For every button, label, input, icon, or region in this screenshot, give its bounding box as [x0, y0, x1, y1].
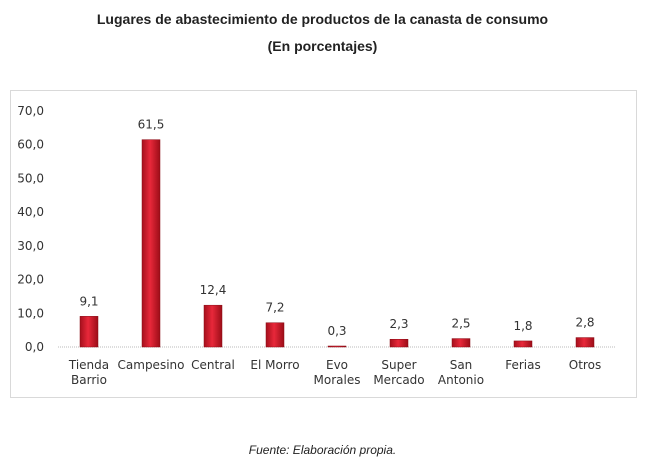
- y-tick-label: 40,0: [17, 205, 44, 219]
- chart-subtitle: (En porcentajes): [267, 38, 378, 54]
- data-label: 2,5: [451, 317, 470, 331]
- data-label: 61,5: [138, 118, 165, 132]
- bar: [265, 322, 285, 348]
- x-tick-label: San: [450, 358, 473, 372]
- x-tick-label: El Morro: [250, 358, 299, 372]
- x-tick-label: Tienda: [68, 358, 109, 372]
- x-tick-label: Central: [191, 358, 235, 372]
- data-label: 12,4: [200, 283, 227, 297]
- y-tick-label: 70,0: [17, 104, 44, 118]
- bar: [575, 337, 595, 348]
- x-tick-label: Morales: [314, 373, 361, 387]
- x-tick-label: Campesino: [118, 358, 185, 372]
- x-tick-label: Evo: [326, 358, 348, 372]
- y-tick-label: 60,0: [17, 138, 44, 152]
- bar: [389, 338, 409, 348]
- x-tick-label: Mercado: [373, 373, 424, 387]
- y-tick-label: 20,0: [17, 273, 44, 287]
- y-tick-label: 50,0: [17, 171, 44, 185]
- bar: [79, 316, 99, 348]
- data-label: 0,3: [327, 324, 346, 338]
- x-tick-label: Barrio: [71, 373, 107, 387]
- y-tick-label: 30,0: [17, 239, 44, 253]
- y-tick-label: 0,0: [25, 340, 44, 354]
- bar: [513, 340, 533, 348]
- data-label: 2,3: [389, 317, 408, 331]
- source-note: Fuente: Elaboración propia.: [248, 443, 397, 457]
- chart-frame: [10, 90, 637, 398]
- x-tick-label: Otros: [569, 358, 601, 372]
- x-tick-label: Super: [381, 358, 416, 372]
- chart-title: Lugares de abastecimiento de productos d…: [96, 11, 549, 27]
- x-tick-label: Antonio: [438, 373, 484, 387]
- data-label: 1,8: [513, 319, 532, 333]
- bar: [203, 304, 223, 348]
- data-label: 7,2: [265, 301, 284, 315]
- bar: [327, 345, 347, 348]
- data-label: 2,8: [575, 316, 594, 330]
- x-tick-label: Ferias: [505, 358, 541, 372]
- bar: [141, 139, 161, 348]
- y-tick-label: 10,0: [17, 306, 44, 320]
- bar: [451, 338, 471, 348]
- data-label: 9,1: [79, 294, 98, 308]
